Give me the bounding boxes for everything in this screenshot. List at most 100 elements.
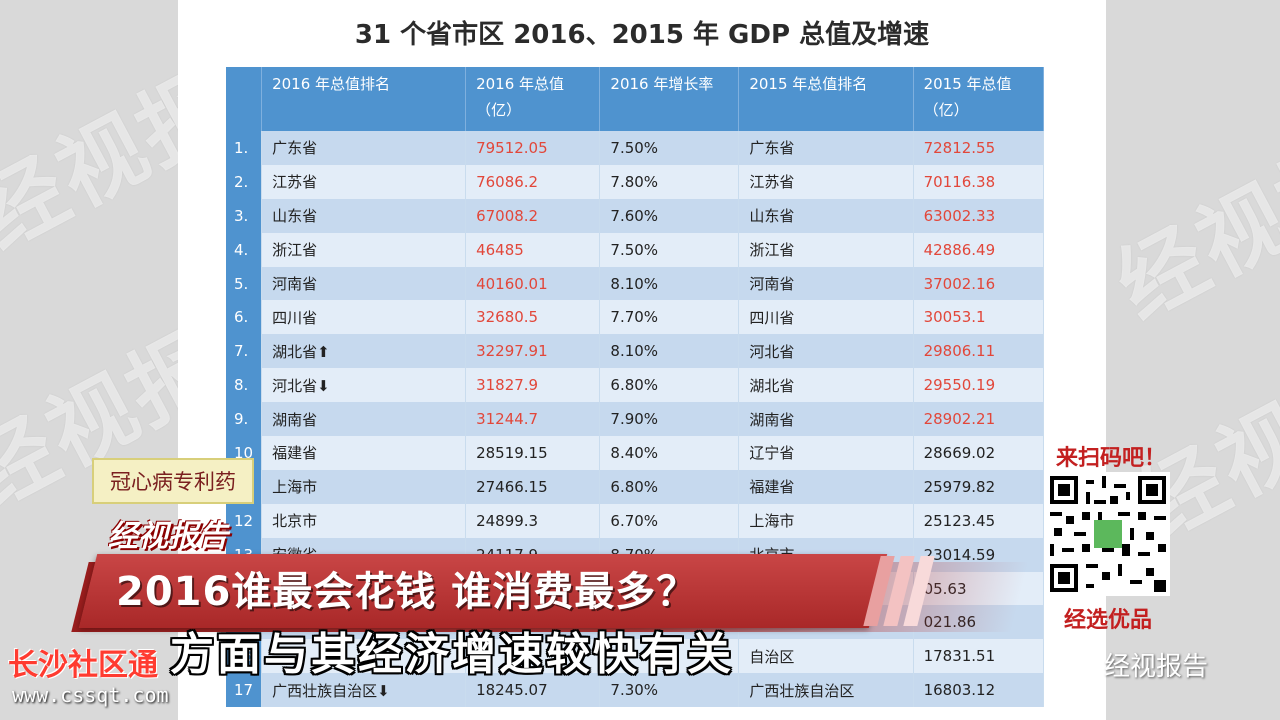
ad-sticker: 冠心病专利药 bbox=[92, 458, 254, 504]
cell-growth-2016 bbox=[599, 639, 740, 674]
cell-province-2015: 广东省 bbox=[738, 131, 914, 165]
cell-growth-2016: 7.50% bbox=[599, 232, 740, 267]
qr-code-icon[interactable] bbox=[1046, 472, 1170, 596]
cell-growth-2016: 6.70% bbox=[599, 503, 740, 538]
cell-value-2016: 40160.01 bbox=[465, 266, 601, 301]
cell-value-2016: 31827.9 bbox=[465, 368, 601, 403]
cell-value-2016: 27466.15 bbox=[465, 469, 601, 504]
header-growth-2016: 2016 年增长率 bbox=[599, 67, 740, 131]
watermark-right-top: 经视报告 bbox=[1101, 81, 1280, 339]
cell-province-2016: 广东省 bbox=[261, 131, 467, 165]
cell-province-2016: 江苏省 bbox=[261, 164, 467, 199]
cell-value-2016: 28519.15 bbox=[465, 436, 601, 470]
cell-province-2016: 北京市 bbox=[261, 503, 467, 538]
cell-value-2016 bbox=[465, 639, 601, 674]
cell-rank-number: 9. bbox=[226, 402, 263, 437]
table-row: 9. 湖南省 31244.7 7.90% 湖南省 28902.21 bbox=[226, 402, 1045, 437]
cell-province-2015: 四川省 bbox=[738, 300, 914, 335]
cell-province-2016: 湖北省⬆ bbox=[261, 334, 467, 369]
cell-value-2016: 18245.07 bbox=[465, 673, 601, 708]
table-row: 5. 河南省 40160.01 8.10% 河南省 37002.16 bbox=[226, 266, 1045, 301]
cell-growth-2016: 8.10% bbox=[599, 266, 740, 301]
cell-growth-2016: 8.40% bbox=[599, 436, 740, 470]
cell-rank-number: 2. bbox=[226, 164, 263, 199]
cell-rank-number: 7. bbox=[226, 334, 263, 369]
cell-growth-2016: 6.80% bbox=[599, 368, 740, 403]
header-index bbox=[226, 67, 263, 131]
document-title: 31 个省市区 2016、2015 年 GDP 总值及增速 bbox=[354, 20, 930, 50]
cell-rank-number: 17 bbox=[226, 673, 263, 708]
cell-value-2015: 37002.16 bbox=[913, 266, 1045, 301]
subtitle-caption: 方面与其经济增速较快有关 bbox=[170, 629, 734, 680]
cell-rank-number: 16 bbox=[226, 639, 263, 674]
cell-value-2015: 25979.82 bbox=[913, 469, 1045, 504]
wechat-icon bbox=[1056, 648, 1096, 679]
cell-rank-number: 4. bbox=[226, 232, 263, 267]
cell-province-2015: 浙江省 bbox=[738, 232, 914, 267]
cell-value-2015: 30053.1 bbox=[913, 300, 1045, 335]
table-row: 1. 广东省 79512.05 7.50% 广东省 72812.55 bbox=[226, 131, 1045, 165]
table-row: 2. 江苏省 76086.2 7.80% 江苏省 70116.38 bbox=[226, 164, 1045, 199]
cell-province-2015: 福建省 bbox=[738, 469, 914, 504]
cell-value-2016: 32297.91 bbox=[465, 334, 601, 369]
cell-value-2016: 46485 bbox=[465, 232, 601, 267]
cell-province-2016: 河北省⬇ bbox=[261, 368, 467, 403]
header-value-2016: 2016 年总值（亿） bbox=[465, 67, 601, 131]
qr-title: 来扫码吧！ bbox=[1055, 446, 1166, 471]
cell-rank-number: 8. bbox=[226, 368, 263, 403]
header-value-2015: 2015 年总值（亿） bbox=[913, 67, 1045, 131]
cell-province-2015: 湖北省 bbox=[738, 368, 914, 403]
table-row: 12 北京市 24899.3 6.70% 上海市 25123.45 bbox=[226, 503, 1045, 538]
table-row: 10 福建省 28519.15 8.40% 辽宁省 28669.02 bbox=[226, 436, 1045, 470]
table-row: 16 自治区 17831.51 bbox=[226, 639, 1045, 674]
cell-rank-number: 5. bbox=[226, 266, 263, 301]
table-row: 7. 湖北省⬆ 32297.91 8.10% 河北省 29806.11 bbox=[226, 334, 1045, 369]
header-rank-2015: 2015 年总值排名 bbox=[738, 67, 914, 131]
gdp-document: 31 个省市区 2016、2015 年 GDP 总值及增速 2016 年总值排名… bbox=[178, 0, 1106, 720]
cell-province-2015: 河北省 bbox=[738, 334, 914, 369]
table-header-row: 2016 年总值排名 2016 年总值（亿） 2016 年增长率 2015 年总… bbox=[226, 67, 1045, 131]
cell-growth-2016: 7.90% bbox=[599, 402, 740, 437]
cell-growth-2016: 7.50% bbox=[599, 131, 740, 165]
table-row: 4. 浙江省 46485 7.50% 浙江省 42886.49 bbox=[226, 232, 1045, 267]
cell-province-2015: 自治区 bbox=[738, 639, 914, 674]
cell-value-2015: 70116.38 bbox=[913, 164, 1045, 199]
cell-province-2016: 山东省 bbox=[261, 198, 467, 233]
cell-province-2016: 四川省 bbox=[261, 300, 467, 335]
table-row: 8. 河北省⬇ 31827.9 6.80% 湖北省 29550.19 bbox=[226, 368, 1045, 403]
cell-rank-number: 3. bbox=[226, 198, 263, 233]
cell-value-2015: 29550.19 bbox=[913, 368, 1045, 403]
cell-growth-2016: 7.60% bbox=[599, 198, 740, 233]
cell-province-2016: 河南省 bbox=[261, 266, 467, 301]
cell-value-2015: 29806.11 bbox=[913, 334, 1045, 369]
table-row: 3. 山东省 67008.2 7.60% 山东省 63002.33 bbox=[226, 198, 1045, 233]
cell-value-2015: 42886.49 bbox=[913, 232, 1045, 267]
cell-province-2015: 山东省 bbox=[738, 198, 914, 233]
cell-rank-number: 12 bbox=[226, 503, 263, 538]
cell-value-2016: 31244.7 bbox=[465, 402, 601, 437]
table-row: 6. 四川省 32680.5 7.70% 四川省 30053.1 bbox=[226, 300, 1045, 335]
cell-value-2016: 32680.5 bbox=[465, 300, 601, 335]
cell-value-2016: 24899.3 bbox=[465, 503, 601, 538]
cell-growth-2016: 7.70% bbox=[599, 300, 740, 335]
cell-province-2015: 湖南省 bbox=[738, 402, 914, 437]
headline: 2016谁最会花钱 谁消费最多？ bbox=[116, 569, 698, 615]
qr-caption: 经选优品 bbox=[1063, 608, 1152, 633]
cell-value-2016: 76086.2 bbox=[465, 164, 601, 199]
cell-rank-number: 1. bbox=[226, 131, 263, 165]
cell-growth-2016: 8.10% bbox=[599, 334, 740, 369]
gdp-table: 2016 年总值排名 2016 年总值（亿） 2016 年增长率 2015 年总… bbox=[226, 67, 1045, 708]
cell-growth-2016: 7.80% bbox=[599, 164, 740, 199]
cell-value-2016: 67008.2 bbox=[465, 198, 601, 233]
cell-growth-2016: 7.30% bbox=[599, 673, 740, 708]
table-row: 17 广西壮族自治区⬇ 18245.07 7.30% 广西壮族自治区 16803.12 bbox=[226, 673, 1045, 708]
cell-rank-number: 6. bbox=[226, 300, 263, 335]
cell-province-2015: 辽宁省 bbox=[738, 436, 914, 470]
account-badge: 经视报告 bbox=[1056, 646, 1208, 683]
cell-province-2016: 广西壮族自治区⬇ bbox=[261, 673, 467, 708]
cell-province-2015: 上海市 bbox=[738, 503, 914, 538]
account-name: 经视报告 bbox=[1104, 652, 1209, 682]
cell-growth-2016: 6.80% bbox=[599, 469, 740, 504]
